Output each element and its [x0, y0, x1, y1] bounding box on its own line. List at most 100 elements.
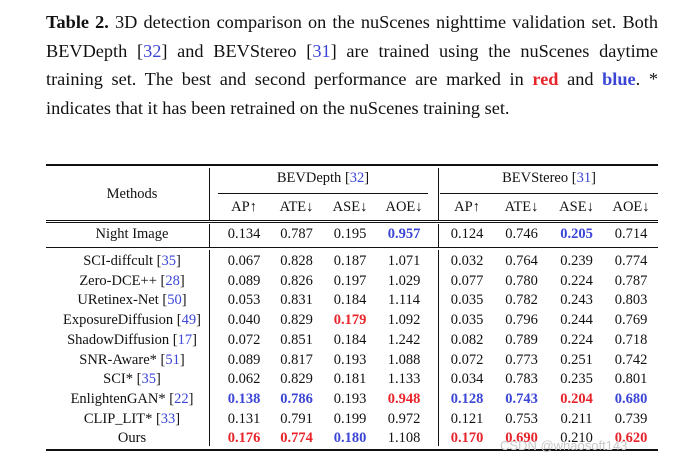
metric-cell: 1.029	[387, 272, 421, 289]
metric-cell: 0.197	[333, 272, 367, 289]
table-top-rule	[46, 164, 658, 166]
metric-cell: 0.040	[227, 312, 261, 329]
column-header: AP↑	[454, 199, 480, 215]
metric-cell: 0.124	[450, 226, 484, 242]
metric-cell: 0.204	[560, 390, 593, 407]
metric-cell: 0.803	[614, 292, 648, 309]
caption-text-2: ] and BEVStereo [	[161, 40, 313, 61]
metric-cell: 0.035	[450, 292, 484, 309]
metric-cell: 0.072	[450, 351, 484, 368]
metric-cell: 0.787	[280, 226, 313, 242]
method-name: Night Image	[46, 226, 218, 243]
table-bottom-rule	[46, 449, 658, 451]
column-header: ATE↓	[504, 199, 539, 215]
metric-cell: 0.773	[505, 351, 538, 368]
method-ref[interactable]: 51	[165, 351, 180, 368]
method-label: Zero-DCE++	[79, 272, 157, 289]
metric-cell: 0.620	[614, 430, 648, 447]
metric-cell: 0.690	[505, 430, 538, 447]
metric-cell: 0.211	[560, 410, 593, 427]
method-ref[interactable]: 17	[177, 331, 193, 348]
metric-cell: 0.769	[614, 312, 648, 329]
header-bottom-rule-2	[46, 222, 658, 223]
group-b-underline	[440, 193, 658, 194]
metric-cell: 0.067	[227, 253, 261, 269]
metric-cell: 0.746	[505, 226, 538, 242]
caption-ref-bevdepth[interactable]: 32	[143, 40, 162, 61]
metric-cell: 0.224	[560, 272, 593, 289]
metric-cell: 0.787	[614, 272, 648, 289]
method-label: URetinex-Net	[77, 292, 159, 309]
metric-cell: 0.128	[450, 390, 484, 407]
metric-cell: 0.195	[333, 226, 367, 242]
metric-cell: 0.829	[280, 371, 313, 388]
metric-cell: 1.108	[387, 430, 421, 447]
caption-red-word: red	[532, 69, 559, 89]
metric-cell: 0.718	[614, 331, 648, 348]
column-header: ASE↓	[332, 199, 368, 215]
metric-cell: 1.133	[387, 371, 421, 388]
method-name: ShadowDiffusion [17]	[67, 331, 197, 348]
method-ref[interactable]: 33	[160, 410, 176, 427]
method-name: URetinex-Net [50]	[77, 292, 187, 309]
metric-cell: 0.957	[387, 226, 421, 242]
group-a-ref[interactable]: 32	[349, 170, 365, 186]
method-name: Ours	[46, 430, 218, 447]
method-name: ExposureDiffusion [49]	[63, 312, 201, 329]
group-divider	[438, 168, 439, 220]
method-ref[interactable]: 49	[181, 312, 197, 329]
column-header: ASE↓	[559, 199, 594, 215]
metric-cell: 0.187	[333, 253, 367, 269]
metric-cell: 0.205	[560, 226, 593, 242]
metric-cell: 0.170	[450, 430, 484, 447]
method-ref[interactable]: 35	[161, 253, 176, 269]
group-header-bevstereo: BEVStereo [31]	[502, 170, 596, 186]
metric-cell: 0.244	[560, 312, 593, 329]
header-bottom-rule	[46, 220, 658, 221]
method-ref[interactable]: 22	[174, 390, 189, 407]
metric-cell: 0.180	[333, 430, 367, 447]
caption-ref-bevstereo[interactable]: 31	[312, 40, 331, 61]
method-ref[interactable]: 28	[165, 272, 180, 289]
method-ref[interactable]: 35	[141, 371, 156, 388]
method-name: EnlightenGAN* [22]	[70, 390, 194, 407]
method-name: SCI-diffcult [35]	[83, 253, 181, 269]
metric-cell: 0.817	[280, 351, 313, 368]
metric-cell: 0.034	[450, 371, 484, 388]
metric-cell: 0.948	[387, 390, 421, 407]
metric-cell: 0.121	[450, 410, 484, 427]
metric-cell: 0.199	[333, 410, 367, 427]
caption-text-4: and	[558, 69, 603, 89]
caption-text-5: . * indicates that it has been retrained…	[46, 69, 659, 118]
metric-cell: 0.753	[505, 410, 538, 427]
method-name: SCI* [35]	[103, 371, 161, 388]
metric-cell: 0.714	[614, 226, 648, 242]
metric-cell: 0.743	[505, 390, 538, 407]
method-label: CLIP_LIT*	[83, 410, 153, 427]
column-header: ATE↓	[279, 199, 314, 215]
metric-cell: 0.783	[505, 371, 538, 388]
methods-divider-baseline	[209, 224, 210, 247]
metric-cell: 0.131	[227, 410, 261, 427]
metric-cell: 0.193	[333, 390, 367, 407]
method-ref[interactable]: 50	[167, 292, 182, 309]
metric-cell: 0.035	[450, 312, 484, 329]
metric-cell: 0.184	[333, 331, 367, 348]
caption-label: Table 2.	[46, 12, 109, 32]
metric-cell: 0.739	[614, 410, 648, 427]
metric-cell: 0.251	[560, 351, 593, 368]
metric-cell: 0.134	[227, 226, 261, 242]
watermark: CSDN @whaosoft143	[500, 438, 628, 453]
metric-cell: 0.764	[505, 253, 538, 269]
table-caption: Table 2. 3D detection comparison on the …	[46, 8, 658, 122]
metric-cell: 0.243	[560, 292, 593, 309]
method-label: EnlightenGAN*	[70, 390, 166, 407]
metric-cell: 0.239	[560, 253, 593, 269]
column-header: AOE↓	[385, 199, 423, 215]
metric-cell: 0.224	[560, 331, 593, 348]
metric-cell: 0.831	[280, 292, 313, 309]
group-b-ref[interactable]: 31	[576, 170, 592, 186]
methods-divider	[209, 168, 210, 220]
metric-cell: 0.801	[614, 371, 648, 388]
metric-cell: 0.082	[450, 331, 484, 348]
